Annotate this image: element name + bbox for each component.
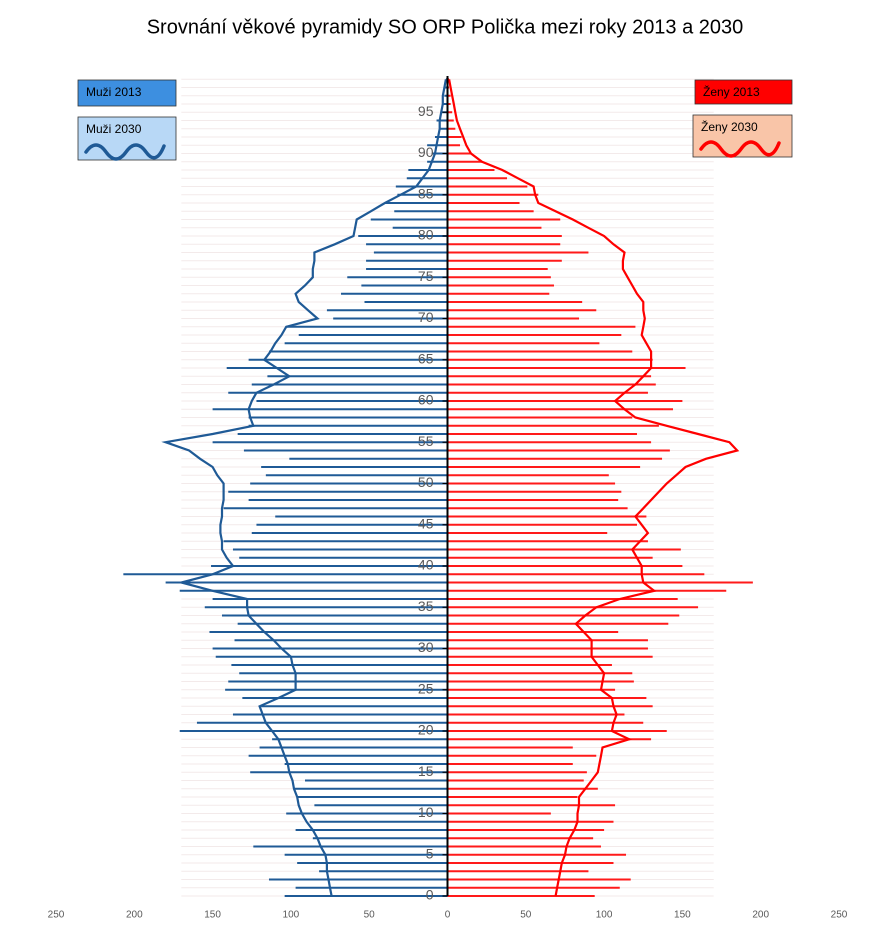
y-tick-label: 35	[418, 598, 434, 614]
legend-item: Muži 2030	[77, 116, 177, 161]
y-tick-label: 25	[418, 680, 434, 696]
legend-label: Ženy 2013	[703, 84, 760, 99]
line	[448, 79, 740, 897]
y-tick-label: 70	[418, 309, 434, 325]
y-tick-label: 5	[426, 845, 434, 861]
y-tick-label: 20	[418, 722, 434, 738]
y-tick-label: 50	[418, 474, 434, 490]
y-tick-label: 95	[418, 103, 434, 119]
x-tick-label: 100	[596, 910, 613, 921]
x-tick-label: 50	[520, 910, 532, 921]
y-tick-label: 55	[418, 433, 434, 449]
y-tick-label: 15	[418, 763, 434, 779]
legend-item: Ženy 2030	[692, 114, 793, 158]
legend-label: Muži 2030	[86, 122, 142, 136]
legend-wave	[84, 143, 166, 161]
x-tick-label: 150	[674, 910, 691, 921]
legend-box	[694, 79, 793, 105]
x-tick-label: 50	[364, 910, 376, 921]
x-tick-label: 200	[126, 910, 143, 921]
y-tick-label: 80	[418, 227, 434, 243]
y-tick-label: 45	[418, 515, 434, 531]
legend-box	[77, 79, 177, 107]
x-tick-label: 100	[283, 910, 300, 921]
x-tick-label: 250	[48, 910, 65, 921]
y-tick-label: 60	[418, 392, 434, 408]
y-tick-label: 90	[418, 144, 434, 160]
y-tick-label: 65	[418, 350, 434, 366]
chart-title: Srovnání věkové pyramidy SO ORP Polička …	[147, 16, 744, 38]
y-tick-label: 10	[418, 804, 434, 820]
legend-label: Muži 2013	[86, 85, 142, 99]
y-tick-label: 75	[418, 268, 434, 284]
x-tick-label: 150	[204, 910, 221, 921]
legend-label: Ženy 2030	[701, 119, 758, 134]
y-tick-label: 30	[418, 639, 434, 655]
x-tick-label: 250	[831, 910, 848, 921]
y-tick-label: 40	[418, 557, 434, 573]
legend-wave	[699, 140, 781, 158]
x-tick-label: 200	[752, 910, 769, 921]
y-tick-label: 85	[418, 185, 434, 201]
x-tick-label: 0	[445, 910, 451, 921]
legend-item: Muži 2013	[77, 79, 177, 107]
y-tick-label: 0	[426, 887, 434, 903]
legend-item: Ženy 2013	[694, 79, 793, 105]
line	[161, 79, 447, 897]
